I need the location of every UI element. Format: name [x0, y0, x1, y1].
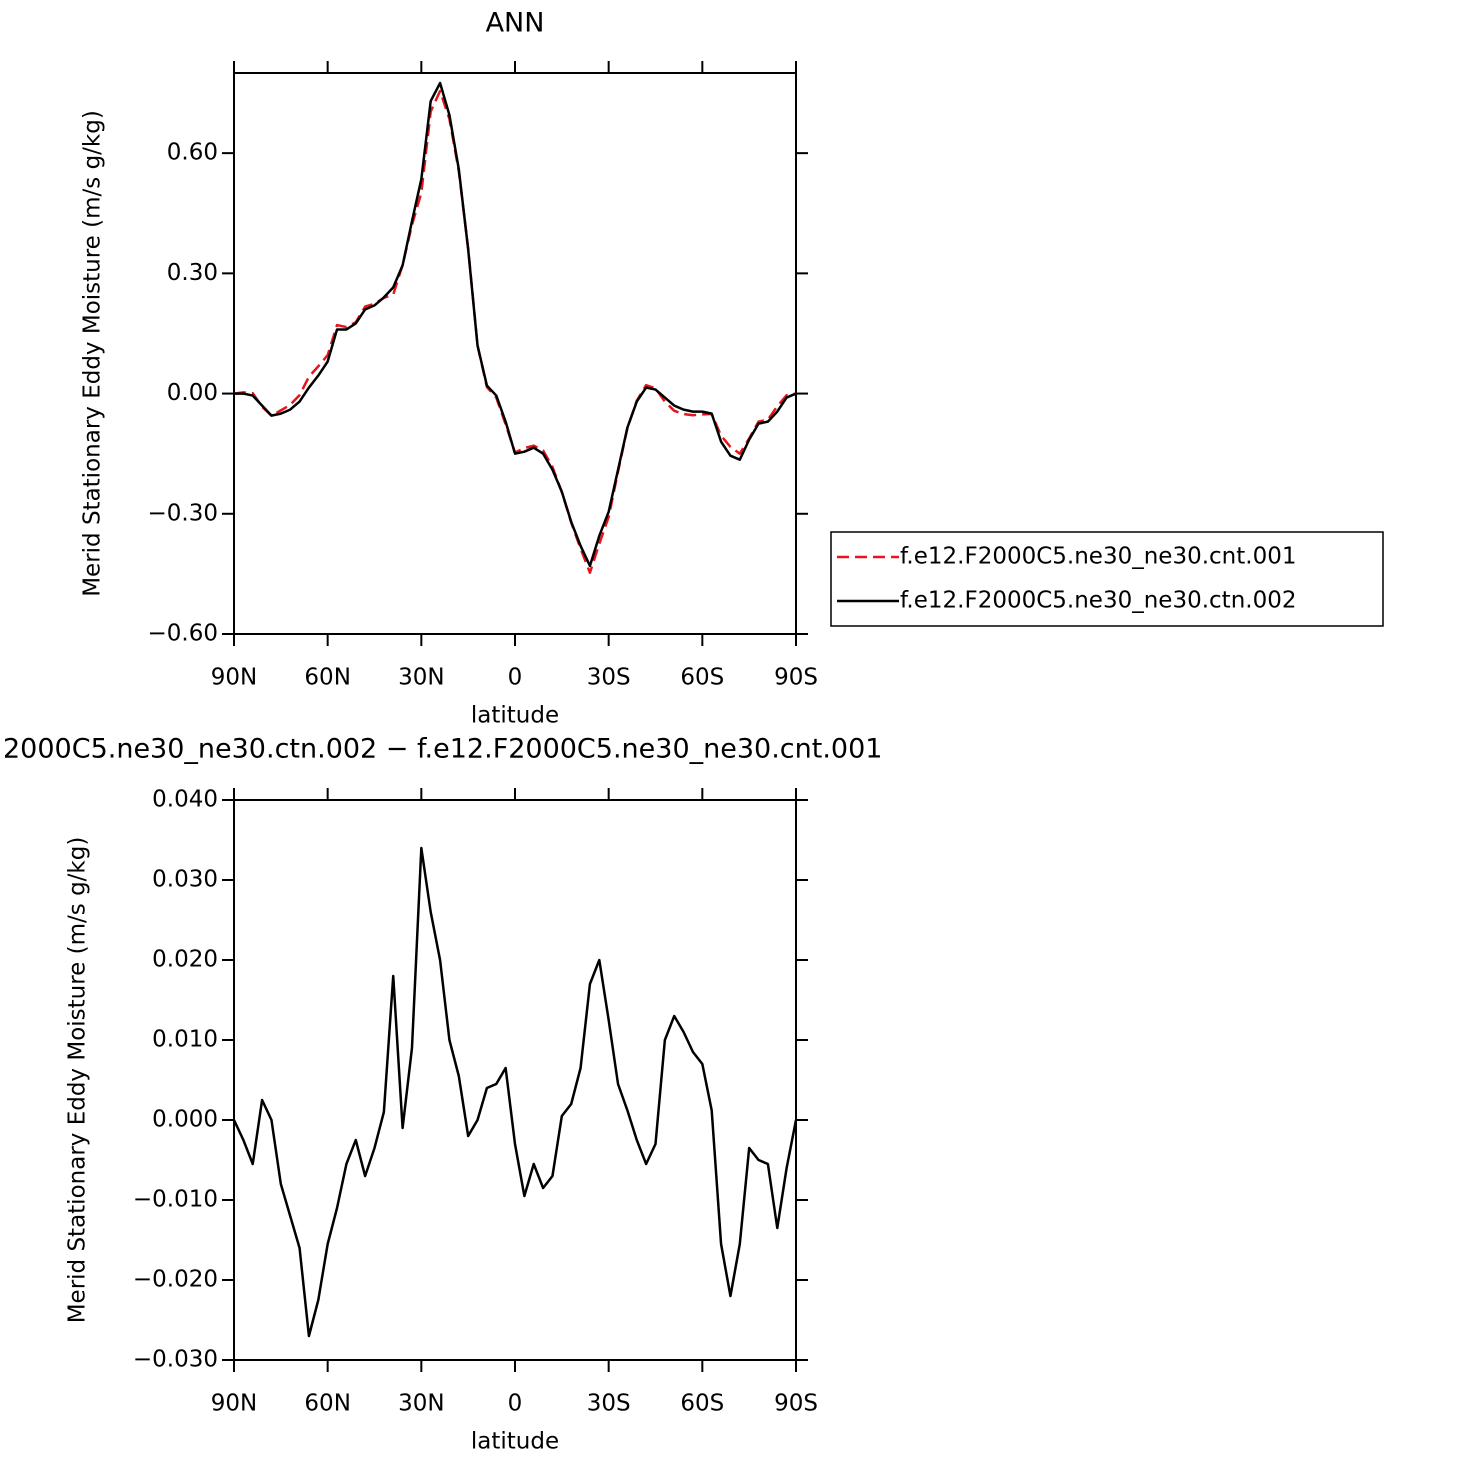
x-tick-label: 90N [211, 1391, 257, 1417]
y-tick-label: 0.60 [167, 140, 218, 166]
x-tick-label: 60S [680, 665, 724, 691]
y-tick-label: 0.030 [152, 867, 218, 893]
legend-box [830, 531, 1384, 627]
x-axis-label: latitude [471, 1429, 559, 1455]
chart-title: ANN [486, 8, 545, 39]
plot-frame [233, 799, 797, 1361]
chart-title: 2000C5.ne30_ne30.ctn.002 − f.e12.F2000C5… [3, 734, 882, 765]
x-tick-label: 30N [398, 1391, 444, 1417]
y-tick-label: 0.010 [152, 1027, 218, 1053]
data-line [234, 81, 797, 568]
y-tick-label: 0.000 [152, 1107, 218, 1133]
y-tick-label: −0.010 [133, 1187, 218, 1213]
y-tick-label: −0.30 [148, 500, 218, 526]
y-tick-label: −0.030 [133, 1347, 218, 1373]
x-tick-label: 0 [508, 1391, 523, 1417]
y-tick-label: −0.60 [148, 621, 218, 647]
y-tick-label: −0.020 [133, 1267, 218, 1293]
y-axis-label: Merid Stationary Eddy Moisture (m/s g/kg… [65, 837, 91, 1324]
y-tick-label: 0.040 [152, 787, 218, 813]
x-tick-label: 90S [774, 665, 818, 691]
y-tick-label: 0.00 [167, 380, 218, 406]
y-tick-label: 0.020 [152, 947, 218, 973]
legend-label: f.e12.F2000C5.ne30_ne30.cnt.001 [900, 544, 1296, 570]
x-tick-label: 30N [398, 665, 444, 691]
data-line [233, 89, 797, 574]
x-tick-label: 60S [680, 1391, 724, 1417]
plot-frame [233, 72, 797, 635]
x-tick-label: 60N [304, 1391, 350, 1417]
data-line [232, 846, 798, 1338]
x-tick-label: 90S [774, 1391, 818, 1417]
x-tick-label: 30S [587, 665, 631, 691]
x-tick-label: 90N [211, 665, 257, 691]
x-tick-label: 0 [508, 665, 523, 691]
y-axis-label: Merid Stationary Eddy Moisture (m/s g/kg… [80, 110, 106, 597]
legend-label: f.e12.F2000C5.ne30_ne30.ctn.002 [900, 588, 1296, 614]
y-tick-label: 0.30 [167, 260, 218, 286]
x-tick-label: 30S [587, 1391, 631, 1417]
x-tick-label: 60N [304, 665, 350, 691]
x-axis-label: latitude [471, 703, 559, 729]
